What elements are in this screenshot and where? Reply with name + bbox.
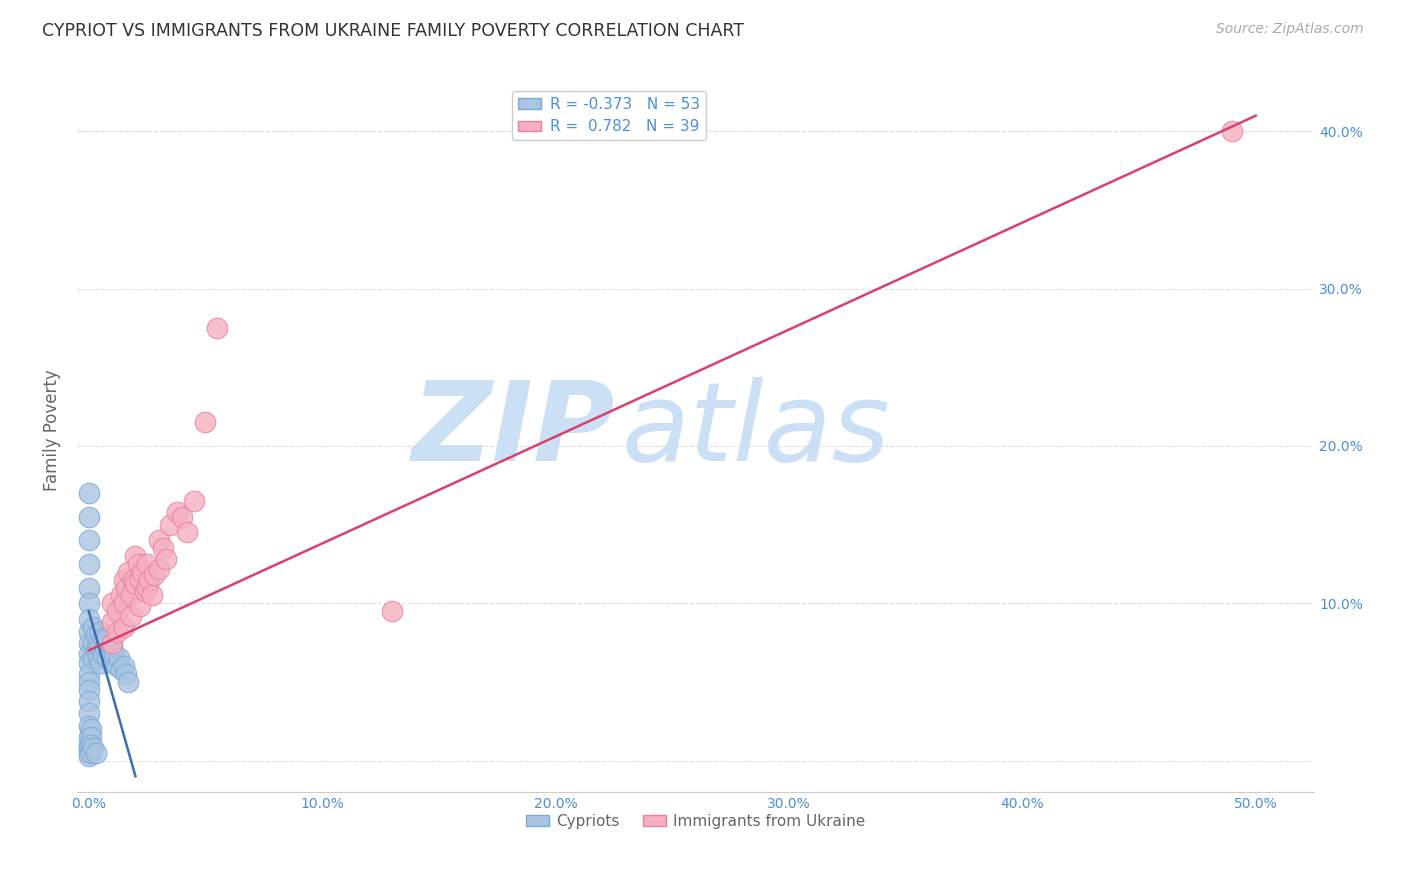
Point — [1222, 124, 1244, 138]
Point — [101, 596, 124, 610]
Point — [122, 573, 145, 587]
Point — [77, 612, 100, 626]
Point — [131, 565, 153, 579]
Point — [80, 722, 103, 736]
Point — [172, 509, 194, 524]
Point — [77, 656, 100, 670]
Point — [112, 596, 135, 610]
Point — [77, 667, 100, 681]
Point — [112, 573, 135, 587]
Point — [176, 525, 198, 540]
Point — [129, 599, 152, 614]
Point — [115, 667, 138, 681]
Text: CYPRIOT VS IMMIGRANTS FROM UKRAINE FAMILY POVERTY CORRELATION CHART: CYPRIOT VS IMMIGRANTS FROM UKRAINE FAMIL… — [42, 22, 744, 40]
Point — [80, 746, 103, 760]
Point — [105, 659, 128, 673]
Point — [143, 568, 166, 582]
Point — [110, 588, 132, 602]
Point — [124, 577, 146, 591]
Point — [91, 631, 114, 645]
Point — [89, 656, 111, 670]
Point — [82, 620, 104, 634]
Point — [136, 557, 159, 571]
Point — [77, 635, 100, 649]
Text: ZIP: ZIP — [412, 376, 616, 483]
Point — [77, 746, 100, 760]
Point — [152, 541, 174, 556]
Point — [112, 620, 135, 634]
Point — [117, 674, 139, 689]
Point — [80, 730, 103, 744]
Point — [82, 635, 104, 649]
Point — [183, 494, 205, 508]
Point — [117, 565, 139, 579]
Point — [77, 730, 100, 744]
Point — [77, 509, 100, 524]
Text: Source: ZipAtlas.com: Source: ZipAtlas.com — [1216, 22, 1364, 37]
Legend: Cypriots, Immigrants from Ukraine: Cypriots, Immigrants from Ukraine — [520, 808, 872, 835]
Text: atlas: atlas — [621, 376, 890, 483]
Point — [205, 321, 228, 335]
Point — [101, 635, 124, 649]
Point — [89, 640, 111, 655]
Point — [148, 533, 170, 548]
Point — [134, 583, 156, 598]
Point — [120, 588, 142, 602]
Point — [96, 631, 118, 645]
Point — [112, 659, 135, 673]
Y-axis label: Family Poverty: Family Poverty — [44, 369, 60, 491]
Point — [87, 635, 110, 649]
Point — [77, 596, 100, 610]
Point — [77, 557, 100, 571]
Point — [98, 647, 121, 661]
Point — [101, 656, 124, 670]
Point — [129, 573, 152, 587]
Point — [155, 552, 177, 566]
Point — [77, 740, 100, 755]
Point — [84, 746, 107, 760]
Point — [80, 738, 103, 752]
Point — [89, 624, 111, 639]
Point — [77, 719, 100, 733]
Point — [77, 748, 100, 763]
Point — [103, 647, 125, 661]
Point — [77, 706, 100, 721]
Point — [77, 581, 100, 595]
Point — [77, 674, 100, 689]
Point — [148, 561, 170, 575]
Point — [77, 533, 100, 548]
Point — [96, 651, 118, 665]
Point — [381, 604, 404, 618]
Point — [77, 682, 100, 697]
Point — [166, 505, 188, 519]
Point — [77, 624, 100, 639]
Point — [84, 628, 107, 642]
Point — [82, 651, 104, 665]
Point — [105, 604, 128, 618]
Point — [77, 647, 100, 661]
Point — [110, 662, 132, 676]
Point — [87, 651, 110, 665]
Point — [124, 549, 146, 563]
Point — [84, 643, 107, 657]
Point — [94, 640, 117, 655]
Point — [101, 615, 124, 629]
Point — [159, 517, 181, 532]
Point — [127, 557, 149, 571]
Point — [77, 486, 100, 500]
Point — [120, 608, 142, 623]
Point — [77, 738, 100, 752]
Point — [136, 581, 159, 595]
Point — [115, 581, 138, 595]
Point — [108, 651, 131, 665]
Point — [105, 624, 128, 639]
Point — [82, 740, 104, 755]
Point — [138, 573, 160, 587]
Point — [91, 647, 114, 661]
Point — [77, 694, 100, 708]
Point — [141, 588, 163, 602]
Point — [101, 640, 124, 655]
Point — [194, 416, 217, 430]
